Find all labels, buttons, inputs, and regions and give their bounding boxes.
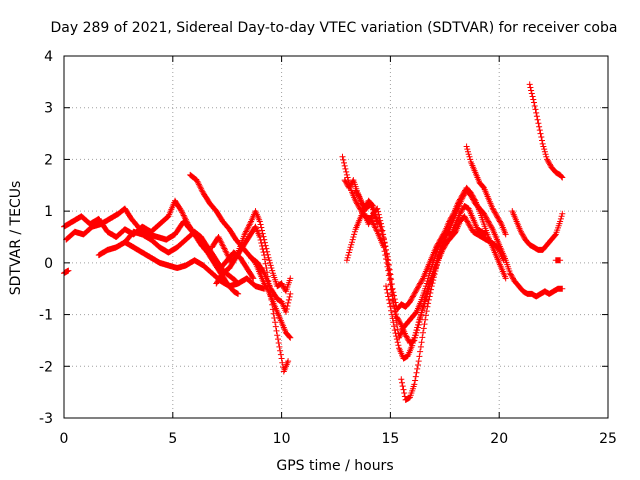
data-point-markers <box>248 254 294 315</box>
series-track-o <box>343 197 381 264</box>
series-track-g <box>213 223 292 375</box>
x-tick-label: 20 <box>490 431 508 447</box>
y-tick-label: 0 <box>44 256 53 272</box>
series-track-h <box>248 254 294 315</box>
x-tick-label: 5 <box>168 431 177 447</box>
y-tick-label: 4 <box>44 49 53 65</box>
data-point-markers <box>213 223 292 375</box>
series-track-l <box>352 187 490 341</box>
y-tick-label: 3 <box>44 101 53 117</box>
series-track-s <box>552 257 564 264</box>
series-track-n <box>398 241 448 403</box>
data-point-markers <box>343 197 381 264</box>
data-point-markers <box>463 143 509 238</box>
data-points <box>61 81 566 403</box>
series-track-p <box>463 143 509 238</box>
y-tick-labels: -3 -2 -1 0 1 2 3 4 <box>39 49 53 427</box>
x-axis-label: GPS time / hours <box>276 458 393 474</box>
data-point-markers <box>552 257 564 264</box>
grid <box>64 56 608 418</box>
y-tick-label: 2 <box>44 152 53 168</box>
y-tick-label: -1 <box>39 308 53 324</box>
x-tick-label: 10 <box>273 431 291 447</box>
x-tick-label: 15 <box>381 431 399 447</box>
y-axis-label: SDTVAR / TECUs <box>8 181 24 296</box>
chart-title: Day 289 of 2021, Sidereal Day-to-day VTE… <box>51 20 618 36</box>
data-point-markers <box>398 241 448 403</box>
y-tick-label: 1 <box>44 204 53 220</box>
x-tick-label: 0 <box>60 431 69 447</box>
series-track-q <box>509 208 566 253</box>
data-point-markers <box>509 208 566 253</box>
x-tick-labels: 0 5 10 15 20 25 <box>60 431 617 447</box>
x-tick-label: 25 <box>599 431 617 447</box>
y-tick-label: -2 <box>39 359 53 375</box>
axis-ticks <box>63 55 609 419</box>
y-tick-label: -3 <box>39 411 53 427</box>
data-point-markers <box>352 187 490 341</box>
plot-frame <box>63 55 609 419</box>
series-track-r <box>526 81 566 181</box>
data-point-markers <box>526 81 566 181</box>
